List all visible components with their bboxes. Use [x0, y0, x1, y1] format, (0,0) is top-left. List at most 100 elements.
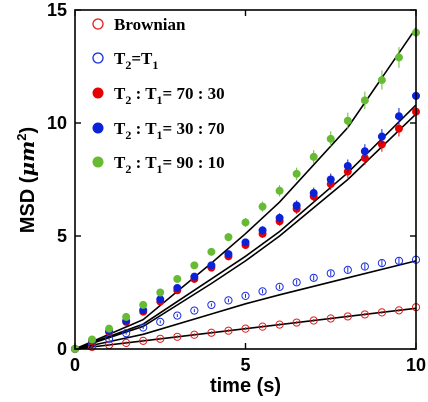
- legend-label-t2-equals-t1: T2=T1: [114, 49, 158, 72]
- point-t2-equals-t1: [326, 269, 335, 278]
- point-ratio-90-10: [343, 116, 352, 125]
- x-tick-label: 0: [70, 355, 80, 375]
- point-t2-equals-t1: [275, 282, 284, 291]
- point-ratio-90-10: [122, 312, 131, 321]
- point-t2-equals-t1: [207, 300, 216, 310]
- point-brownian: [207, 328, 216, 337]
- point-ratio-70-30: [394, 124, 403, 133]
- y-tick-label: 0: [57, 339, 67, 359]
- x-tick-label: 10: [406, 355, 426, 375]
- legend-entry-brownian: Brownian: [92, 15, 186, 34]
- y-axis-title-superscript: 2: [14, 133, 29, 140]
- point-brownian: [377, 308, 386, 317]
- axis-ticks: 0 5 10 0 5 10 15: [47, 0, 426, 375]
- legend-label-brownian: Brownian: [114, 15, 186, 34]
- point-ratio-30-70: [377, 132, 386, 141]
- point-ratio-30-70: [309, 189, 318, 198]
- y-axis-title-unit: μm: [15, 141, 39, 177]
- legend-entry-ratio-30-70: T2 : T1= 30 : 70: [92, 119, 225, 142]
- point-ratio-30-70: [241, 238, 250, 247]
- y-tick-label: 10: [47, 113, 67, 133]
- point-t2-equals-t1: [360, 262, 369, 271]
- y-axis-title-text: MSD (: [17, 176, 39, 233]
- y-tick-label: 5: [57, 226, 67, 246]
- point-brownian: [241, 324, 250, 333]
- point-ratio-70-30: [377, 140, 386, 149]
- point-ratio-30-70: [156, 295, 165, 304]
- point-brownian: [122, 338, 131, 347]
- point-brownian: [309, 316, 318, 325]
- point-ratio-90-10: [394, 53, 403, 62]
- point-ratio-90-10: [88, 335, 97, 344]
- point-t2-equals-t1: [394, 256, 404, 265]
- point-ratio-90-10: [139, 300, 148, 309]
- point-ratio-90-10: [173, 274, 182, 283]
- point-ratio-90-10: [360, 96, 369, 105]
- point-t2-equals-t1: [224, 296, 233, 305]
- point-brownian: [275, 320, 284, 329]
- point-ratio-90-10: [241, 218, 250, 227]
- point-ratio-90-10: [326, 134, 335, 143]
- legend-entry-ratio-70-30: T2 : T1= 70 : 30: [92, 84, 225, 107]
- point-t2-equals-t1: [377, 259, 386, 268]
- point-ratio-30-70: [292, 201, 301, 210]
- point-t2-equals-t1: [309, 273, 318, 282]
- point-ratio-30-70: [224, 250, 233, 259]
- point-brownian: [360, 310, 369, 319]
- y-axis-title-close: ): [17, 127, 39, 134]
- point-brownian: [190, 330, 199, 339]
- legend-entry-ratio-90-10: T2 : T1= 90 : 10: [92, 153, 225, 176]
- legend-marker-brownian: [92, 18, 104, 30]
- x-axis-title: time (s): [210, 375, 281, 397]
- legend-marker-ratio-70-30: [92, 87, 104, 99]
- point-brownian: [326, 314, 335, 323]
- legend-label-ratio-90-10: T2 : T1= 90 : 10: [114, 153, 225, 176]
- point-ratio-90-10: [377, 76, 386, 85]
- point-t2-equals-t1: [343, 265, 352, 274]
- point-brownian: [224, 326, 233, 335]
- point-brownian: [258, 322, 267, 331]
- point-ratio-90-10: [292, 169, 301, 178]
- point-ratio-30-70: [360, 147, 369, 156]
- point-ratio-30-70: [258, 226, 267, 235]
- point-ratio-30-70: [207, 261, 216, 270]
- point-t2-equals-t1: [258, 287, 267, 296]
- point-ratio-90-10: [190, 261, 199, 270]
- legend: Brownian T2=T1 T2 : T1= 70 : 30 T2 : T1=…: [92, 15, 225, 176]
- point-brownian: [139, 336, 148, 345]
- point-ratio-90-10: [309, 152, 318, 161]
- point-brownian: [343, 312, 352, 321]
- point-brownian: [394, 306, 404, 315]
- point-t2-equals-t1: [122, 329, 131, 338]
- point-brownian: [292, 318, 301, 327]
- point-ratio-30-70: [275, 213, 284, 222]
- point-ratio-30-70: [190, 272, 199, 281]
- point-brownian: [156, 334, 165, 343]
- point-ratio-30-70: [394, 112, 403, 121]
- point-t2-equals-t1: [173, 311, 182, 320]
- point-t2-equals-t1: [156, 317, 165, 326]
- point-ratio-90-10: [207, 247, 216, 256]
- point-ratio-30-70: [326, 175, 335, 184]
- x-tick-label: 5: [240, 355, 250, 375]
- point-ratio-30-70: [343, 161, 352, 170]
- point-ratio-90-10: [224, 233, 233, 242]
- point-t2-equals-t1: [292, 278, 301, 287]
- point-t2-equals-t1: [241, 291, 250, 300]
- point-ratio-90-10: [105, 324, 114, 333]
- point-ratio-90-10: [275, 186, 284, 195]
- legend-label-ratio-30-70: T2 : T1= 30 : 70: [114, 119, 225, 142]
- y-tick-label: 15: [47, 0, 67, 20]
- legend-entry-t2-equals-t1: T2=T1: [92, 49, 158, 72]
- point-t2-equals-t1: [139, 323, 148, 332]
- point-ratio-90-10: [258, 202, 267, 211]
- point-ratio-90-10: [156, 288, 165, 297]
- legend-marker-ratio-90-10: [92, 156, 104, 168]
- point-ratio-30-70: [173, 283, 182, 292]
- point-brownian: [173, 332, 182, 341]
- legend-marker-ratio-30-70: [92, 122, 104, 134]
- fit-line-t2-equals-t1: [74, 260, 417, 350]
- point-t2-equals-t1: [190, 306, 199, 315]
- data-markers: [70, 21, 421, 354]
